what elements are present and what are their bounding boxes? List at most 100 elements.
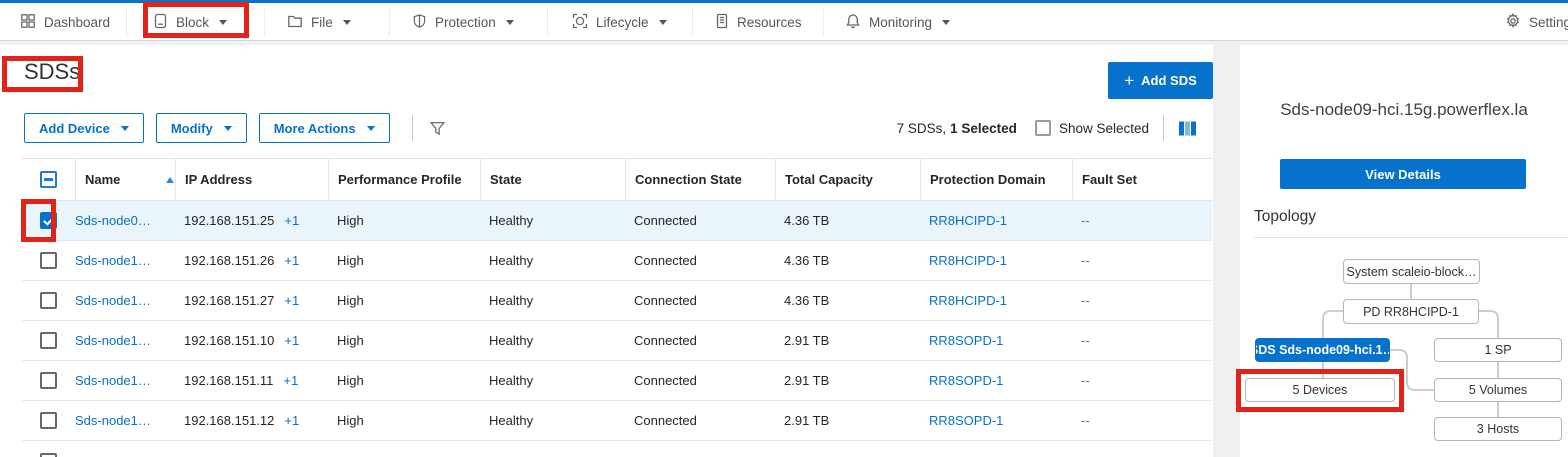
state-value: Healthy	[489, 333, 534, 348]
column-header-protection-domain[interactable]: Protection Domain	[920, 159, 1072, 200]
ip-more-badge[interactable]: +1	[284, 293, 300, 308]
table-row[interactable]: Sds-node0… 192.168.151.25 +1 High Healthy…	[22, 201, 1212, 241]
column-header-name[interactable]: Name	[75, 159, 175, 200]
topology-node-system[interactable]: System scaleio-block…	[1343, 259, 1480, 284]
show-selected-label: Show Selected	[1058, 120, 1149, 136]
ip-more-badge[interactable]: +1	[284, 213, 300, 228]
performance-profile-value: High	[337, 293, 364, 308]
chevron-down-icon	[219, 19, 228, 25]
row-checkbox[interactable]	[40, 252, 57, 269]
column-header-performance-profile[interactable]: Performance Profile	[328, 159, 480, 200]
chevron-down-icon	[505, 19, 514, 25]
sds-name-link[interactable]: Sds-node1…	[75, 293, 151, 308]
state-value: Healthy	[489, 373, 534, 388]
sort-ascending-icon	[166, 176, 175, 183]
topology-node-volumes[interactable]: 5 Volumes	[1434, 378, 1562, 402]
filter-icon[interactable]	[429, 120, 446, 137]
topology-node-sds-selected[interactable]: SDS Sds-node09-hci.1…	[1255, 338, 1390, 362]
ip-address-value: 192.168.151.11	[184, 373, 274, 388]
ip-address-value: 192.168.151.10	[184, 333, 275, 348]
nav-divider	[389, 8, 390, 36]
add-sds-button[interactable]: + Add SDS	[1108, 62, 1213, 99]
nav-label: Block	[176, 14, 210, 30]
column-header-fault-set[interactable]: Fault Set	[1072, 159, 1212, 200]
plus-icon: +	[1124, 71, 1135, 90]
row-checkbox[interactable]	[40, 212, 57, 229]
nav-item-dashboard[interactable]: Dashboard	[20, 3, 110, 41]
sds-name-link[interactable]: Sds-node1…	[75, 333, 151, 348]
protection-domain-link[interactable]: RR8SOPD-1	[929, 333, 1004, 348]
nav-label: Resources	[737, 14, 802, 30]
sds-name-link[interactable]: Sds-node1…	[75, 413, 151, 428]
modify-button[interactable]: Modify	[155, 113, 247, 143]
fault-set-value: --	[1081, 253, 1090, 268]
nav-divider	[264, 8, 265, 36]
selected-count-text: 1 Selected	[950, 120, 1017, 136]
fault-set-value: --	[1081, 293, 1090, 308]
nav-divider	[126, 8, 127, 36]
topology-node-devices[interactable]: 5 Devices	[1245, 378, 1395, 402]
total-capacity-value: 4.36 TB	[784, 253, 830, 268]
sds-count-text: 7 SDSs,	[896, 120, 947, 136]
column-header-total-capacity[interactable]: Total Capacity	[775, 159, 920, 200]
table-row[interactable]: Sds-node1… 192.168.151.10 +1 High Healthy…	[22, 321, 1212, 361]
row-checkbox[interactable]	[40, 453, 57, 457]
topology-node-hosts[interactable]: 3 Hosts	[1434, 417, 1562, 441]
sds-name-link[interactable]: Sds-node1…	[75, 253, 151, 268]
chevron-down-icon	[366, 125, 375, 131]
select-all-checkbox[interactable]	[40, 171, 57, 188]
nav-item-lifecycle[interactable]: Lifecycle	[572, 3, 667, 41]
top-navigation-bar: Dashboard Block File Protection Lifecycl…	[0, 0, 1568, 41]
ip-more-badge[interactable]: +1	[283, 373, 299, 388]
total-capacity-value: 2.91 TB	[784, 413, 830, 428]
column-header-connection-state[interactable]: Connection State	[625, 159, 775, 200]
topology-connector-lines	[1322, 284, 1499, 417]
nav-item-resources[interactable]: Resources	[715, 3, 802, 41]
connection-state-value: Connected	[634, 253, 697, 268]
more-actions-button[interactable]: More Actions	[258, 113, 390, 143]
table-row[interactable]: Sds-node1… 192.168.151.12 +1 High Healthy…	[22, 401, 1212, 441]
table-row[interactable]: Sds-node1… 192.168.151.27 +1 High Healthy…	[22, 281, 1212, 321]
performance-profile-value: High	[337, 253, 364, 268]
chevron-down-icon	[120, 125, 129, 131]
table-row[interactable]: Sds-node1… 192.168.151.26 +1 High Healthy…	[22, 241, 1212, 281]
sds-name-link[interactable]: Sds-node1…	[75, 373, 151, 388]
add-device-button[interactable]: Add Device	[24, 113, 144, 143]
protection-domain-link[interactable]: RR8HCIPD-1	[929, 213, 1008, 228]
row-checkbox[interactable]	[40, 412, 57, 429]
protection-domain-link[interactable]: RR8HCIPD-1	[929, 253, 1008, 268]
view-details-button[interactable]: View Details	[1280, 159, 1526, 189]
nav-item-protection[interactable]: Protection	[412, 3, 514, 41]
protection-domain-link[interactable]: RR8HCIPD-1	[929, 293, 1008, 308]
column-settings-icon[interactable]	[1178, 120, 1197, 137]
nav-item-settings[interactable]: Settings	[1505, 3, 1568, 41]
nav-label: File	[311, 14, 333, 30]
chevron-down-icon	[342, 19, 351, 25]
ip-more-badge[interactable]: +1	[284, 333, 300, 348]
selected-sds-title: Sds-node09-hci.15g.powerflex.la	[1280, 100, 1528, 119]
row-checkbox[interactable]	[40, 332, 57, 349]
topology-node-storage-pool[interactable]: 1 SP	[1434, 338, 1562, 362]
nav-item-block[interactable]: Block	[153, 3, 228, 41]
nav-label: Protection	[435, 14, 496, 30]
connection-state-value: Connected	[634, 333, 697, 348]
protection-domain-link[interactable]: RR8SOPD-1	[929, 413, 1004, 428]
nav-item-monitoring[interactable]: Monitoring	[845, 3, 951, 41]
show-selected-checkbox[interactable]	[1034, 120, 1051, 136]
column-header-ip-address[interactable]: IP Address	[175, 159, 328, 200]
sds-name-link[interactable]: Sds-node0…	[75, 213, 151, 228]
brand-accent-strip	[0, 0, 1568, 3]
row-checkbox[interactable]	[40, 292, 57, 309]
column-header-state[interactable]: State	[480, 159, 625, 200]
table-row[interactable]: Sds-node1… 192.168.151.11 +1 High Healthy…	[22, 361, 1212, 401]
ip-address-value: 192.168.151.27	[184, 293, 275, 308]
ip-address-value: 192.168.151.26	[184, 253, 275, 268]
topology-node-protection-domain[interactable]: PD RR8HCIPD-1	[1343, 299, 1479, 324]
protection-domain-link[interactable]: RR8SOPD-1	[929, 373, 1004, 388]
row-checkbox[interactable]	[40, 372, 57, 389]
resources-icon	[715, 13, 729, 32]
ip-more-badge[interactable]: +1	[284, 253, 300, 268]
connection-state-value: Connected	[634, 293, 697, 308]
ip-more-badge[interactable]: +1	[284, 413, 300, 428]
nav-item-file[interactable]: File	[287, 3, 351, 41]
